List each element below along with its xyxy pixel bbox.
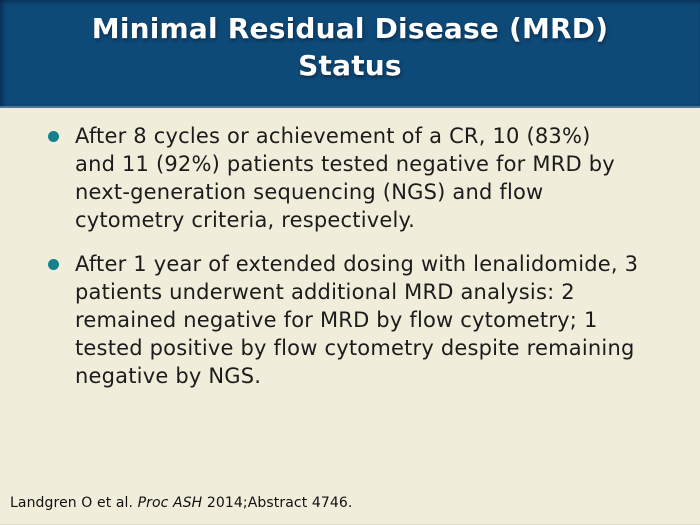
slide-title-band: Minimal Residual Disease (MRD) Status xyxy=(0,0,700,108)
citation-text: Landgren O et al. xyxy=(10,495,138,511)
citation-journal: Proc ASH xyxy=(137,495,203,511)
bullet-text: After 8 cycles or achievement of a CR, 1… xyxy=(75,124,615,232)
bullet-list-item: After 8 cycles or achievement of a CR, 1… xyxy=(48,122,692,234)
citation-text: 2014;Abstract 4746. xyxy=(202,495,353,511)
bullet-list: After 8 cycles or achievement of a CR, 1… xyxy=(48,122,692,390)
slide-body: After 8 cycles or achievement of a CR, 1… xyxy=(0,108,700,390)
bullet-dot-icon xyxy=(48,259,59,270)
citation: Landgren O et al. Proc ASH 2014;Abstract… xyxy=(10,494,352,512)
bullet-text: After 1 year of extended dosing with len… xyxy=(75,252,639,388)
slide-title: Minimal Residual Disease (MRD) Status xyxy=(91,12,609,82)
bullet-list-item: After 1 year of extended dosing with len… xyxy=(48,250,692,390)
bullet-dot-icon xyxy=(48,131,59,142)
